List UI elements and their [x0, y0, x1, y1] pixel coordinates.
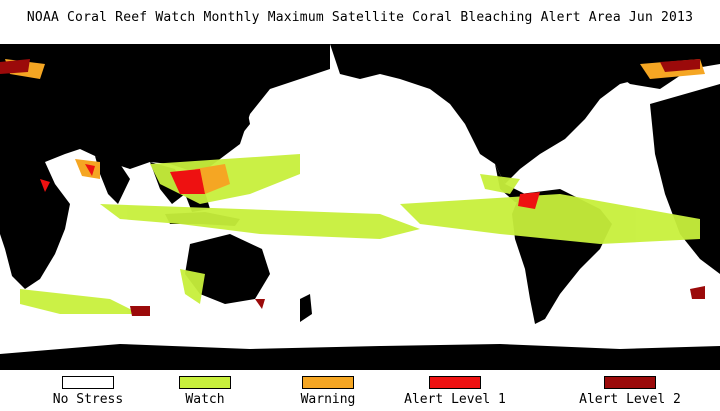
map-title: NOAA Coral Reef Watch Monthly Maximum Sa…: [26, 10, 694, 25]
north-america: [330, 44, 720, 184]
australia: [185, 234, 270, 304]
alert-level-2-areas: [0, 59, 705, 316]
legend-watch: Watch: [150, 376, 260, 407]
legend-label: Alert Level 1: [404, 392, 506, 407]
watch-areas: [20, 154, 700, 314]
legend-label: Warning: [300, 392, 356, 407]
legend-label: No Stress: [52, 392, 124, 407]
legend-swatch-no-stress: [62, 376, 114, 389]
legend-swatch-alert-level-1: [429, 376, 481, 389]
legend-alert-level-2: Alert Level 2: [575, 376, 685, 407]
india: [95, 156, 130, 204]
eurasia-west: [0, 44, 330, 176]
legend-swatch-warning: [302, 376, 354, 389]
new-zealand: [300, 294, 312, 322]
legend-label: Alert Level 2: [579, 392, 681, 407]
bleaching-alert-map: [0, 44, 720, 370]
africa-east-edge: [650, 84, 720, 274]
legend-label: Watch: [185, 392, 225, 407]
africa: [0, 162, 70, 289]
legend-warning: Warning: [273, 376, 383, 407]
legend-swatch-alert-level-2: [604, 376, 656, 389]
japan: [232, 99, 250, 139]
alert-level-1-areas: [40, 164, 540, 209]
antarctica: [0, 344, 720, 370]
legend-no-stress: No Stress: [33, 376, 143, 407]
legend-alert-level-1: Alert Level 1: [400, 376, 510, 407]
land-masses: [0, 44, 720, 370]
legend-swatch-watch: [179, 376, 231, 389]
